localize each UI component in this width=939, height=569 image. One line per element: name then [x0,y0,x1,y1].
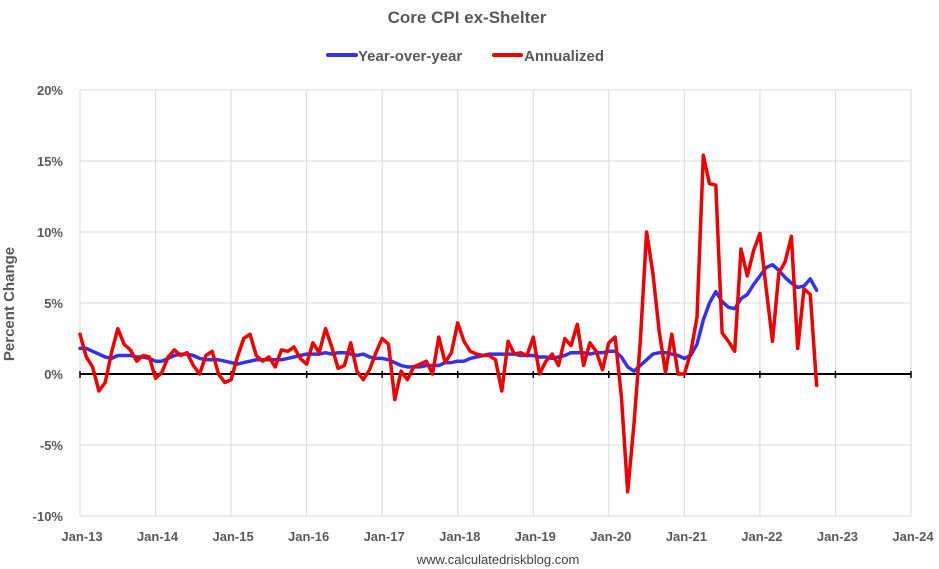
grid [79,89,912,517]
x-tick-label: Jan-17 [364,529,405,544]
legend-label-annualized: Annualized [524,48,604,65]
x-tick-label: Jan-19 [515,529,556,544]
y-tick-label: 20% [37,83,63,98]
x-tick-label: Jan-18 [439,529,480,544]
x-tick-label: Jan-22 [741,529,782,544]
series-line-year-over-year [78,262,819,373]
y-tick-label: 10% [37,225,63,240]
x-tick-label: Jan-24 [892,529,934,544]
x-axis: Jan-13 Jan-14 Jan-15 Jan-16 Jan-17 Jan-18 Jan-… [61,529,934,544]
y-tick-label: 0% [44,367,63,382]
x-tick-label: Jan-14 [137,529,179,544]
y-axis: -10% -5% 0% 5% 10% 15% 20% [33,83,64,524]
x-tick-label: Jan-15 [212,529,253,544]
x-tick-label: Jan-16 [288,529,329,544]
x-tick-label: Jan-20 [590,529,631,544]
x-tick-label: Jan-23 [817,529,858,544]
series-line-annualized [78,153,819,494]
x-tick-label: Jan-13 [61,529,102,544]
source-credit: www.calculatedriskblog.com [416,552,580,567]
series [78,153,819,494]
y-tick-label: 5% [44,296,63,311]
y-axis-label: Percent Change [1,247,18,361]
x-tick-label: Jan-21 [666,529,707,544]
zero-axis [79,371,912,378]
y-tick-label: 15% [37,154,63,169]
legend: Year-over-year Annualized [326,48,604,65]
legend-label-year-over-year: Year-over-year [358,48,462,65]
y-tick-label: -5% [40,438,64,453]
chart-title: Core CPI ex-Shelter [388,8,547,27]
y-tick-label: -10% [33,509,64,524]
